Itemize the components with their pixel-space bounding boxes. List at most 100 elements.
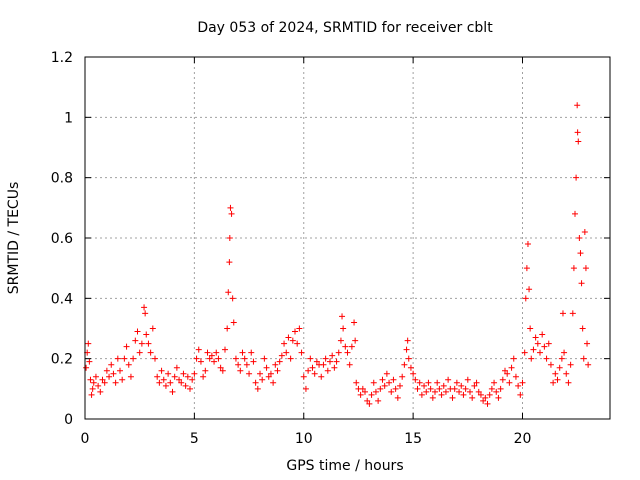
data-point: [267, 370, 274, 377]
data-point: [416, 379, 423, 386]
data-point: [429, 394, 436, 401]
x-tick-label: 0: [81, 431, 90, 447]
data-point: [552, 370, 559, 377]
y-tick-label: 0.8: [51, 171, 73, 187]
data-point: [364, 397, 371, 404]
data-point: [344, 349, 351, 356]
data-point: [294, 340, 301, 347]
data-point: [504, 370, 511, 377]
data-point: [475, 388, 482, 395]
data-point: [579, 325, 586, 332]
data-point: [147, 349, 154, 356]
data-point: [523, 265, 530, 272]
x-tick-label: 20: [514, 431, 532, 447]
data-point: [390, 376, 397, 383]
data-point: [577, 250, 584, 257]
data-point: [229, 295, 236, 302]
data-point: [392, 385, 399, 392]
data-point: [342, 343, 349, 350]
data-point: [580, 355, 587, 362]
data-point: [458, 382, 465, 389]
data-point: [357, 391, 364, 398]
data-point: [278, 352, 285, 359]
data-point: [510, 355, 517, 362]
data-point: [167, 379, 174, 386]
data-point: [353, 379, 360, 386]
data-point: [88, 391, 95, 398]
data-point: [381, 382, 388, 389]
data-point: [243, 361, 250, 368]
data-point: [195, 346, 202, 353]
x-tick-label: 10: [295, 431, 313, 447]
y-axis-label: SRMTID / TECUs: [6, 182, 22, 295]
data-point: [254, 385, 261, 392]
data-point: [138, 340, 145, 347]
data-point: [329, 352, 336, 359]
data-point: [226, 259, 233, 266]
data-point: [528, 355, 535, 362]
data-point: [281, 340, 288, 347]
data-point: [134, 328, 141, 335]
data-point: [127, 373, 134, 380]
y-tick-label: 0.2: [51, 352, 73, 368]
data-point: [397, 382, 403, 389]
data-point: [405, 355, 412, 362]
data-points: [83, 102, 592, 407]
data-point: [423, 388, 430, 395]
data-point: [211, 358, 218, 365]
data-point: [432, 388, 438, 395]
data-point: [464, 376, 471, 383]
data-point: [366, 400, 373, 407]
data-point: [276, 358, 283, 365]
data-point: [263, 364, 270, 371]
data-point: [539, 331, 546, 338]
data-point: [149, 325, 156, 332]
data-point: [225, 289, 232, 296]
data-point: [92, 373, 99, 380]
data-point: [154, 373, 161, 380]
y-tick-label: 0.4: [51, 291, 73, 307]
data-point: [584, 340, 591, 347]
data-point: [237, 367, 244, 374]
data-point: [125, 361, 132, 368]
data-point: [412, 376, 419, 383]
data-point: [178, 379, 185, 386]
data-point: [515, 382, 522, 389]
data-point: [442, 388, 449, 395]
data-point: [386, 379, 393, 386]
data-point: [556, 364, 563, 371]
data-point: [272, 361, 279, 368]
data-point: [335, 349, 342, 356]
data-point: [581, 228, 588, 235]
y-tick-label: 0.6: [51, 231, 73, 247]
data-point: [484, 400, 491, 407]
data-point: [438, 391, 445, 398]
data-point: [495, 394, 502, 401]
data-point: [493, 388, 500, 395]
data-point: [469, 394, 476, 401]
data-point: [224, 325, 231, 332]
data-point: [440, 382, 447, 389]
data-point: [486, 391, 493, 398]
data-point: [106, 373, 113, 380]
data-point: [132, 337, 139, 344]
data-point: [252, 379, 259, 386]
data-point: [575, 138, 582, 145]
data-point: [567, 361, 574, 368]
data-point: [578, 280, 585, 287]
data-point: [379, 376, 386, 383]
data-point: [215, 355, 222, 362]
data-point: [404, 337, 411, 344]
data-point: [399, 373, 406, 380]
data-point: [180, 370, 187, 377]
x-tick-label: 5: [190, 431, 199, 447]
data-point: [570, 265, 577, 272]
data-point: [569, 310, 576, 317]
data-point: [173, 364, 180, 371]
data-point: [184, 373, 191, 380]
data-point: [119, 376, 126, 383]
data-point: [517, 391, 524, 398]
data-point: [274, 367, 281, 374]
data-point: [377, 385, 384, 392]
